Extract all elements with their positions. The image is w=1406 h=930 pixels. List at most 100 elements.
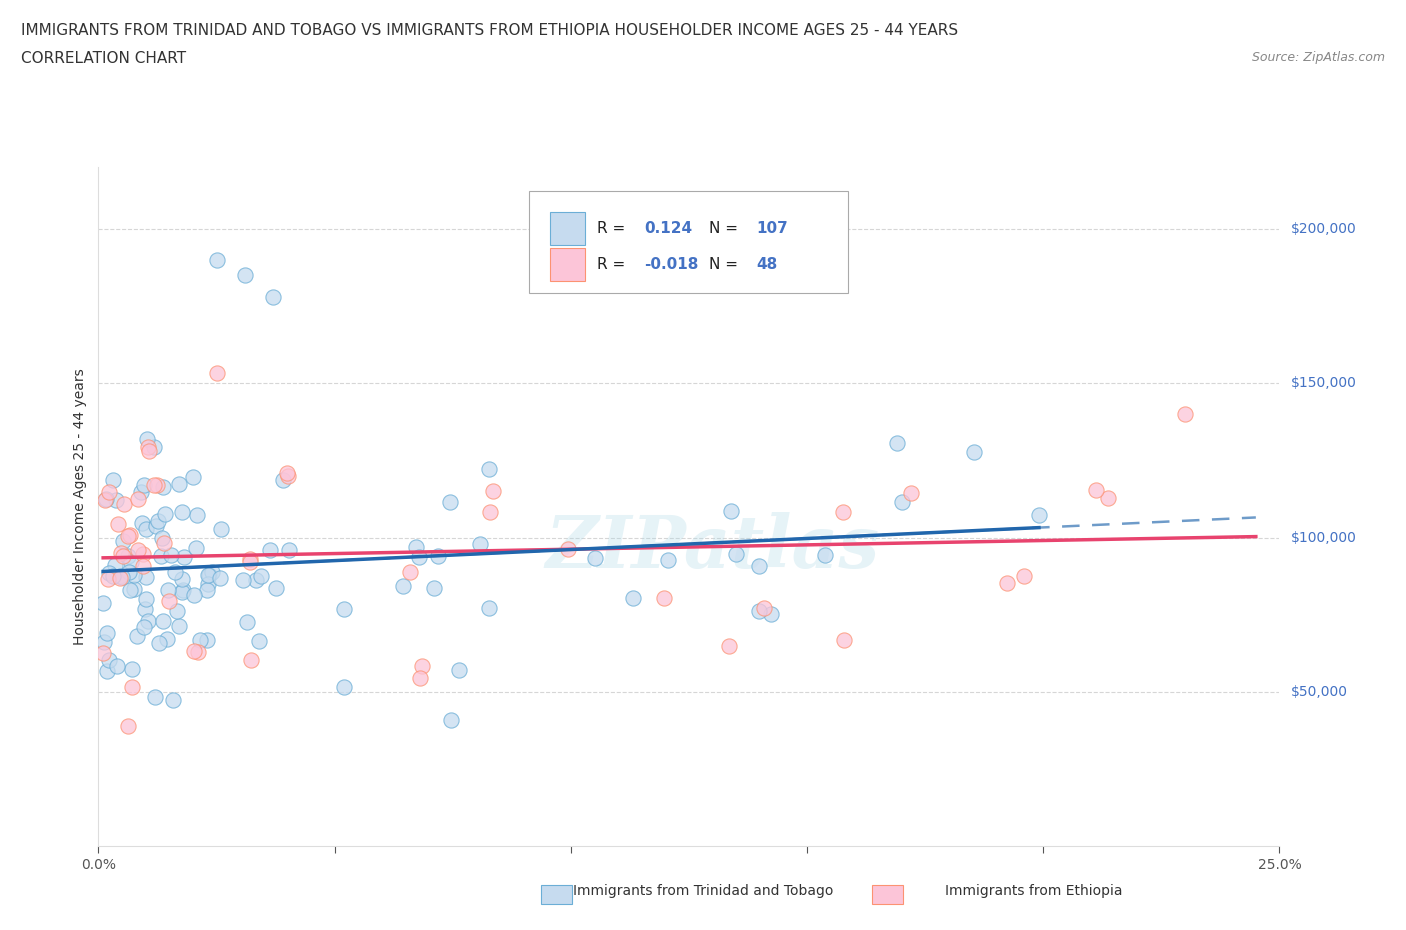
Point (138, 440, 160, 455)
Point (91, 645, 114, 660)
Point (1084, 483, 1107, 498)
Point (165, 565, 187, 580)
Point (135, 522, 157, 537)
Point (170, 585, 193, 600)
Point (208, 570, 231, 585)
Point (399, 565, 422, 579)
Point (118, 527, 141, 542)
Point (152, 479, 174, 494)
Text: 48: 48 (756, 257, 778, 272)
FancyBboxPatch shape (530, 192, 848, 293)
Point (134, 602, 156, 617)
Point (439, 494, 461, 509)
Point (117, 529, 139, 544)
Point (173, 549, 195, 564)
Point (205, 365, 228, 380)
Point (166, 604, 188, 618)
Point (94, 492, 117, 507)
Point (101, 568, 124, 583)
Point (720, 503, 742, 518)
Text: 0.124: 0.124 (644, 221, 692, 236)
Point (197, 582, 219, 597)
Point (122, 582, 145, 597)
Point (118, 565, 141, 579)
Point (408, 550, 430, 565)
Point (205, 253, 228, 268)
Point (157, 593, 180, 608)
Point (478, 601, 501, 616)
Point (98, 565, 121, 580)
Point (122, 568, 145, 583)
Point (94, 492, 117, 507)
Point (131, 516, 153, 531)
Point (232, 573, 254, 588)
FancyBboxPatch shape (550, 211, 585, 246)
Point (333, 680, 356, 695)
Point (276, 466, 298, 481)
Point (111, 569, 134, 584)
Point (96, 663, 118, 678)
Point (172, 582, 194, 597)
Point (112, 549, 135, 564)
Point (188, 632, 211, 647)
Point (748, 604, 770, 618)
Point (195, 632, 218, 647)
Point (209, 521, 232, 536)
Point (197, 567, 219, 582)
Point (482, 484, 505, 498)
Point (183, 588, 205, 603)
Point (752, 601, 775, 616)
Text: $150,000: $150,000 (1291, 377, 1357, 391)
Point (277, 542, 299, 557)
Point (277, 468, 299, 483)
Text: N =: N = (709, 221, 742, 236)
Point (1012, 569, 1035, 584)
Point (146, 478, 169, 493)
Point (391, 578, 413, 593)
Point (132, 547, 155, 562)
Point (890, 495, 912, 510)
Point (761, 606, 783, 621)
Point (143, 690, 166, 705)
Point (111, 534, 134, 549)
Point (121, 661, 143, 676)
Point (271, 472, 294, 487)
Point (155, 507, 177, 522)
Y-axis label: Householder Income Ages 25 - 44 years: Householder Income Ages 25 - 44 years (73, 368, 87, 645)
Point (167, 477, 190, 492)
Point (105, 658, 128, 673)
Point (96, 626, 118, 641)
Point (478, 462, 501, 477)
Point (125, 629, 148, 644)
Point (717, 638, 740, 653)
Point (423, 580, 446, 595)
Point (183, 644, 205, 658)
Point (886, 435, 908, 450)
Point (583, 551, 606, 565)
Point (97, 485, 120, 499)
Point (104, 493, 127, 508)
Point (104, 558, 127, 573)
Text: ZIPatlas: ZIPatlas (546, 512, 880, 583)
Point (167, 618, 190, 633)
Point (132, 559, 155, 574)
Point (725, 547, 748, 562)
Text: IMMIGRANTS FROM TRINIDAD AND TOBAGO VS IMMIGRANTS FROM ETHIOPIA HOUSEHOLDER INCO: IMMIGRANTS FROM TRINIDAD AND TOBAGO VS I… (21, 23, 959, 38)
Point (121, 680, 143, 695)
Point (110, 571, 132, 586)
Point (91, 595, 114, 610)
Text: 107: 107 (756, 221, 787, 236)
Point (748, 559, 770, 574)
Point (997, 576, 1019, 591)
Point (405, 539, 427, 554)
Point (832, 505, 855, 520)
Point (101, 472, 124, 487)
Text: $200,000: $200,000 (1291, 222, 1357, 236)
Point (152, 614, 174, 629)
Point (652, 590, 675, 604)
Point (162, 693, 184, 708)
Text: Source: ZipAtlas.com: Source: ZipAtlas.com (1251, 51, 1385, 64)
Point (138, 444, 160, 458)
Text: R =: R = (596, 221, 630, 236)
Point (187, 644, 209, 659)
